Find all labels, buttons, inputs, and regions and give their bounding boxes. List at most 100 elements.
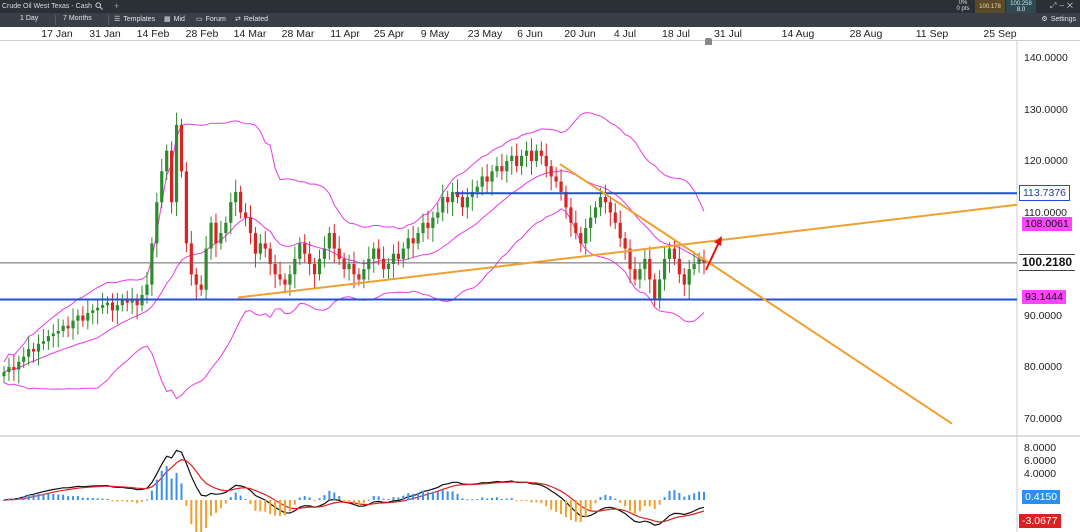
macd-histogram-bar <box>392 497 395 500</box>
instrument-tab[interactable]: Crude Oil West Texas - Cash <box>2 2 103 10</box>
candle-body <box>179 124 184 172</box>
candle <box>239 185 243 219</box>
close-icon[interactable]: ✕ <box>1066 1 1076 10</box>
candle-body <box>520 155 524 167</box>
candle-body <box>145 284 149 295</box>
macd-histogram-bar <box>417 492 420 500</box>
candle-body <box>258 243 262 254</box>
macd-histogram-bar <box>96 498 99 500</box>
candle-body <box>672 248 677 259</box>
macd-histogram-bar <box>412 493 415 500</box>
candle-body <box>367 258 371 270</box>
macd-histogram-bar <box>224 500 227 504</box>
candle-body <box>100 305 105 308</box>
macd-histogram-bar <box>7 498 10 500</box>
candle <box>31 342 36 363</box>
related-button[interactable]: ⇄ Related <box>235 15 268 24</box>
candle <box>7 357 11 381</box>
macd-histogram-bar <box>545 500 548 507</box>
resistance-level-label[interactable]: 113.7376 <box>1019 185 1071 201</box>
macd-histogram-bar <box>141 500 144 502</box>
candle-body <box>589 217 593 228</box>
minimize-icon[interactable]: – <box>1059 1 1067 10</box>
macd-histogram-bar <box>658 500 661 505</box>
candle-body <box>677 258 681 275</box>
candle-body <box>76 315 80 321</box>
candle <box>559 169 563 201</box>
change-pct: 0% <box>958 0 968 6</box>
macd-histogram-bar <box>72 496 75 500</box>
candle-body <box>362 269 366 280</box>
candle-body <box>41 341 46 344</box>
macd-histogram-bar <box>328 490 331 500</box>
templates-icon: ☰ <box>114 16 121 23</box>
candle-body <box>135 300 139 306</box>
macd-histogram-bar <box>382 498 385 500</box>
macd-histogram-bar <box>594 500 597 504</box>
candle <box>96 298 100 325</box>
candle-body <box>71 320 75 329</box>
candle <box>692 251 696 276</box>
price-type-button[interactable]: ▦ Mid <box>164 15 185 24</box>
candle-body <box>500 166 504 172</box>
templates-button[interactable]: ☰ Templates <box>114 15 155 24</box>
macd-histogram-bar <box>426 492 429 500</box>
range-select[interactable]: 7 Months <box>63 15 92 22</box>
date-tick-label: 14 Aug <box>781 28 815 40</box>
macd-histogram-bar <box>86 497 89 500</box>
candle <box>76 309 80 335</box>
forum-icon: ▭ <box>196 16 203 23</box>
macd-histogram-bar <box>219 500 222 509</box>
candle-body <box>327 233 331 249</box>
candle <box>27 336 31 366</box>
toolbar-divider <box>108 15 109 25</box>
candle-body <box>628 248 632 270</box>
sell-button[interactable]: 100.178 <box>975 0 1005 14</box>
date-tick-label: 17 Jan <box>41 28 73 40</box>
candle <box>608 196 612 227</box>
candle <box>155 192 159 258</box>
macd-histogram-bar <box>525 500 528 501</box>
candle-body <box>529 150 534 161</box>
candle <box>100 292 105 314</box>
date-tick-label: 18 Jul <box>661 28 691 40</box>
candle-body <box>31 348 36 352</box>
candle-body <box>234 191 238 203</box>
candle-body <box>125 300 129 303</box>
forum-button[interactable]: ▭ Forum <box>196 15 226 24</box>
macd-histogram-bar <box>633 500 636 514</box>
range-label: 7 Months <box>63 15 92 22</box>
candle <box>278 261 282 286</box>
candle-body <box>17 361 21 370</box>
candle <box>480 167 484 196</box>
candle <box>258 234 262 260</box>
macd-histogram-bar <box>491 497 494 500</box>
candle <box>648 246 652 294</box>
candle-body <box>105 302 110 306</box>
candle-body <box>593 207 598 218</box>
candle <box>253 226 258 268</box>
interval-select[interactable]: 1 Day <box>20 15 38 22</box>
new-tab-button[interactable]: + <box>114 1 120 11</box>
macd-histogram-bar <box>131 500 134 502</box>
candle-body <box>229 202 233 223</box>
crosshair-date-marker[interactable] <box>705 38 712 45</box>
search-icon[interactable] <box>95 2 103 10</box>
date-tick-label: 23 May <box>467 28 503 40</box>
macd-histogram-bar <box>619 500 622 503</box>
macd-histogram-bar <box>333 492 336 500</box>
candle <box>243 203 248 227</box>
macd-histogram-bar <box>338 496 341 500</box>
buy-button[interactable]: 100.258 8.0 <box>1006 0 1036 14</box>
candle <box>327 226 331 260</box>
macd-histogram-bar <box>200 500 203 532</box>
macd-histogram-bar <box>185 500 188 507</box>
candle-body <box>510 155 514 161</box>
bollinger-lower-line <box>3 208 705 400</box>
candle <box>46 329 50 351</box>
expand-icon[interactable]: ⤢ <box>1050 1 1060 10</box>
settings-button[interactable]: ⚙ Settings <box>1041 15 1076 24</box>
macd-histogram-bar <box>476 498 479 500</box>
projection-arrow-line <box>705 239 721 271</box>
